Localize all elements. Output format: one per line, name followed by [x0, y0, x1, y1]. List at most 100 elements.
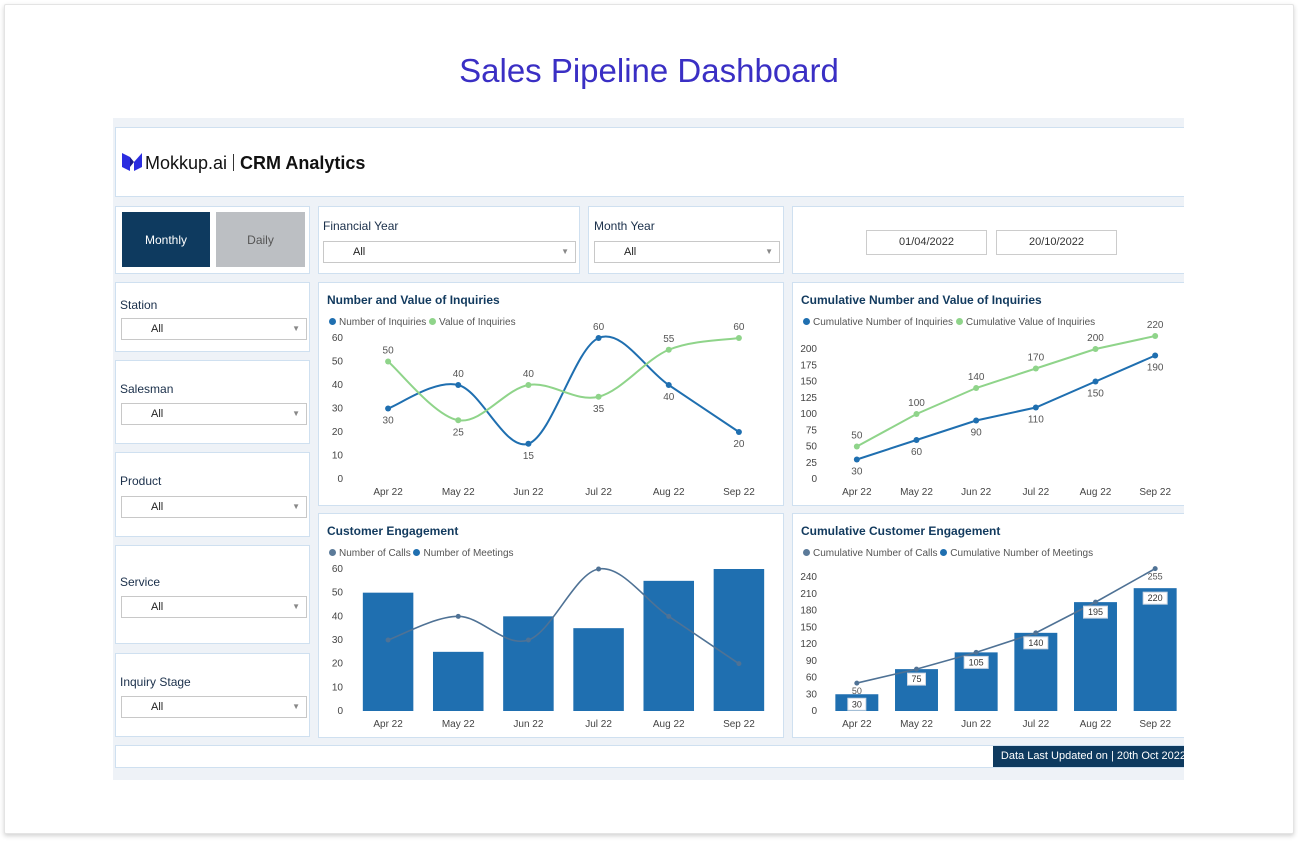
x-tick-label: Sep 22: [1139, 719, 1171, 730]
legend-dot: [429, 318, 437, 325]
monthly-button[interactable]: Monthly: [122, 212, 210, 267]
y-tick-label: 240: [800, 572, 817, 583]
data-point: [973, 417, 980, 424]
bar-label: 30: [852, 699, 862, 709]
y-tick-label: 210: [800, 589, 817, 600]
data-point: [973, 385, 980, 391]
start-date-input[interactable]: 01/04/2022: [866, 230, 987, 255]
bar: [362, 592, 414, 711]
engagement-chart: 0 10 20 30 40 50 60 Apr 22 May 22 Jun 22 Jul 22 Aug…: [332, 564, 765, 730]
data-label: 40: [453, 369, 465, 380]
brand-name: Mokkup.ai: [145, 153, 228, 173]
data-point: [913, 411, 920, 417]
legend-dot: [329, 318, 336, 325]
line-label: 255: [1148, 572, 1163, 582]
y-tick-label: 30: [332, 404, 344, 415]
service-select[interactable]: All ▼: [121, 596, 307, 618]
y-tick-label: 40: [332, 611, 344, 622]
x-tick-label: Jun 22: [961, 487, 991, 498]
legend-dot: [803, 549, 810, 556]
chart-title: Cumulative Customer Engagement: [801, 524, 1001, 538]
data-point: [1152, 566, 1158, 572]
salesman-select[interactable]: All ▼: [121, 403, 307, 425]
x-tick-label: Sep 22: [723, 487, 755, 498]
end-date-input[interactable]: 20/10/2022: [996, 230, 1117, 255]
bar: [432, 651, 484, 711]
inquiry-stage-select[interactable]: All ▼: [121, 696, 307, 718]
x-tick-label: Aug 22: [1080, 487, 1112, 498]
legend-item: Cumulative Number of Inquiries: [803, 317, 953, 328]
service-filter: Service All ▼: [115, 545, 310, 644]
legend-dot: [955, 318, 963, 325]
station-select[interactable]: All ▼: [121, 318, 307, 340]
data-label: 20: [733, 439, 745, 450]
series-line: [856, 567, 1156, 684]
service-value: All: [151, 601, 164, 613]
bar-label: 195: [1088, 607, 1103, 617]
data-label: 200: [1087, 333, 1104, 344]
data-point: [385, 405, 392, 412]
month-year-filter: Month Year All ▼: [588, 206, 784, 274]
product-value: All: [151, 501, 164, 513]
data-point: [735, 335, 742, 341]
y-tick-label: 200: [800, 344, 817, 355]
series-line: [856, 335, 1156, 448]
data-point: [914, 666, 919, 672]
x-tick-label: Apr 22: [373, 719, 403, 730]
legend-label: Number of Calls: [339, 548, 411, 559]
y-tick-label: 0: [337, 474, 343, 485]
financial-year-select[interactable]: All ▼: [323, 241, 576, 263]
financial-year-value: All: [353, 246, 366, 258]
legend-item: Value of Inquiries: [429, 317, 516, 328]
x-tick-label: Jun 22: [513, 719, 543, 730]
brand-separator: [233, 154, 235, 171]
engagement-chart-card: Customer Engagement Number of Calls Numb…: [318, 513, 784, 738]
data-label: 40: [663, 392, 675, 403]
x-tick-label: Aug 22: [1080, 719, 1112, 730]
data-label: 220: [1147, 320, 1164, 331]
y-tick-label: 90: [806, 656, 818, 667]
product-filter: Product All ▼: [115, 452, 310, 537]
data-point: [385, 358, 392, 365]
product-select[interactable]: All ▼: [121, 496, 307, 518]
y-tick-label: 100: [800, 409, 817, 420]
x-tick-label: Jul 22: [1022, 487, 1049, 498]
chart-title: Number and Value of Inquiries: [327, 293, 500, 307]
inquiry-stage-value: All: [151, 701, 164, 713]
mokkup-logo-icon: [122, 153, 142, 171]
period-toggle: Monthly Daily: [115, 206, 310, 274]
x-tick-label: May 22: [442, 719, 475, 730]
daily-button[interactable]: Daily: [216, 212, 305, 267]
data-point: [525, 382, 532, 388]
chevron-down-icon: ▼: [765, 247, 773, 256]
data-point: [973, 649, 979, 655]
bar: [573, 628, 624, 711]
legend-label: Number of Inquiries: [339, 317, 427, 328]
data-label: 190: [1147, 363, 1164, 374]
service-label: Service: [120, 575, 161, 589]
data-label: 50: [851, 431, 863, 442]
data-point: [595, 335, 602, 341]
data-point: [596, 566, 602, 572]
legend-item: Cumulative Value of Inquiries: [955, 317, 1095, 328]
data-label: 60: [733, 322, 745, 333]
bar-label-box: [847, 697, 867, 711]
month-year-select[interactable]: All ▼: [594, 241, 780, 263]
series-line: [387, 335, 740, 446]
legend-item: Cumulative Number of Meetings: [940, 548, 1093, 559]
bar: [1074, 602, 1117, 711]
x-tick-label: Apr 22: [842, 487, 872, 498]
data-point: [735, 429, 742, 435]
legend-item: Number of Calls: [329, 548, 411, 559]
bar: [503, 616, 554, 711]
station-filter: Station All ▼: [115, 282, 310, 352]
date-range-filter: 01/04/2022 20/10/2022: [792, 206, 1184, 274]
y-tick-label: 150: [800, 377, 817, 388]
financial-year-label: Financial Year: [323, 219, 399, 233]
app-name: CRM Analytics: [240, 153, 366, 173]
data-point: [595, 393, 602, 400]
x-tick-label: May 22: [900, 487, 933, 498]
data-point: [525, 440, 532, 447]
legend-dot: [803, 318, 810, 325]
x-tick-label: Jun 22: [513, 487, 543, 498]
